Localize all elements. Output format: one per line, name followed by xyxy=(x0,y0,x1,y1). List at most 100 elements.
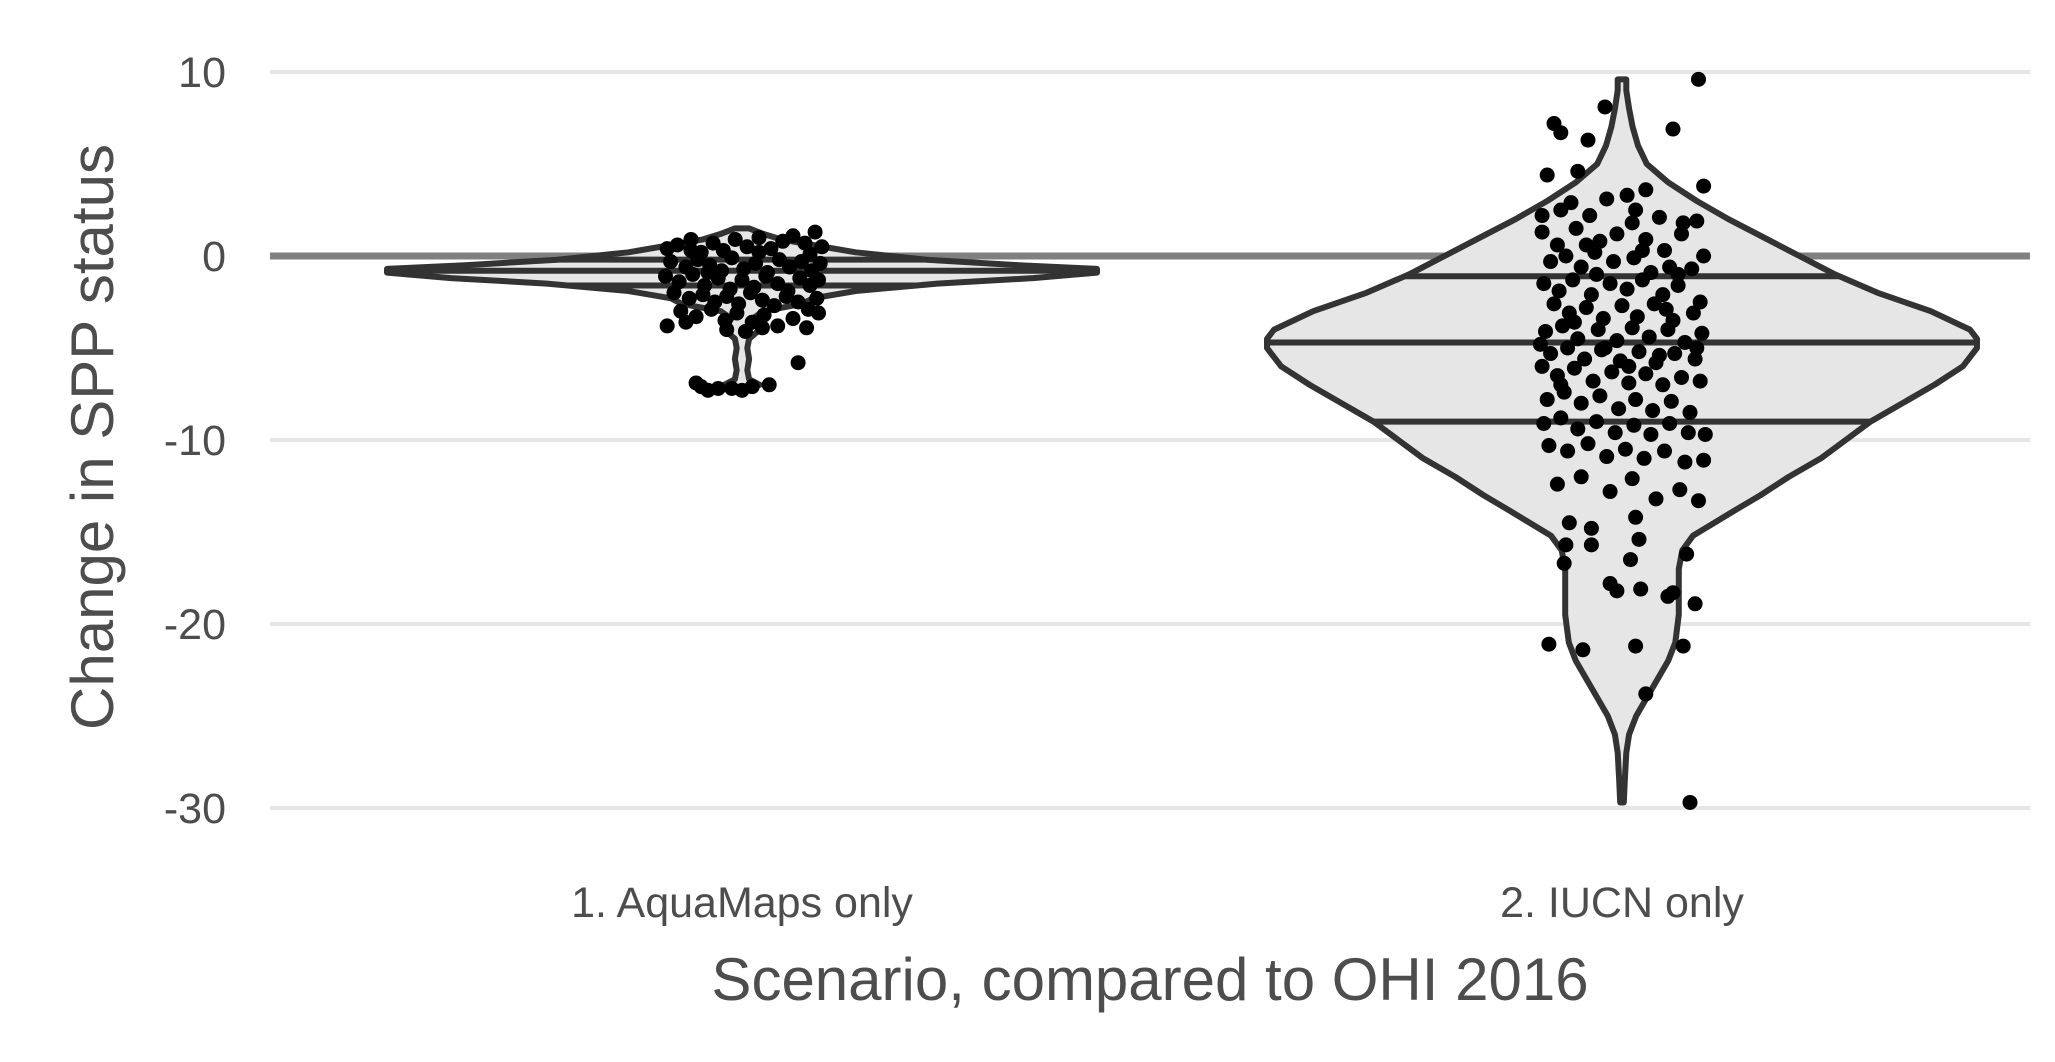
data-point xyxy=(1636,450,1652,466)
data-point xyxy=(758,268,774,284)
data-point xyxy=(739,239,755,255)
data-point xyxy=(1670,277,1686,293)
data-point xyxy=(1663,393,1679,409)
data-point xyxy=(700,265,716,281)
data-point xyxy=(1560,340,1576,356)
data-point xyxy=(719,322,735,338)
data-point xyxy=(1582,208,1598,224)
data-point xyxy=(1536,276,1552,292)
data-point xyxy=(1685,305,1701,321)
data-point xyxy=(1657,443,1672,459)
data-point xyxy=(1628,392,1644,408)
data-point xyxy=(1583,287,1599,303)
jitter-points xyxy=(658,71,1713,810)
data-point xyxy=(1648,491,1664,507)
data-point xyxy=(1556,555,1572,571)
data-point xyxy=(1609,583,1625,599)
data-point xyxy=(1680,425,1696,441)
data-point xyxy=(1662,415,1678,431)
data-point xyxy=(1692,373,1708,389)
data-point xyxy=(1597,340,1613,356)
data-point xyxy=(1580,436,1596,452)
data-point xyxy=(695,287,711,303)
data-point xyxy=(685,266,701,282)
data-point xyxy=(1607,425,1623,441)
data-point xyxy=(782,259,798,275)
data-point xyxy=(1674,226,1689,242)
data-point xyxy=(1677,454,1693,470)
data-point xyxy=(761,377,777,393)
data-point xyxy=(727,231,743,247)
data-point xyxy=(1583,537,1599,553)
data-point xyxy=(1674,369,1689,385)
data-point xyxy=(1541,636,1557,652)
data-point xyxy=(1578,237,1594,253)
data-point xyxy=(754,320,770,336)
data-point xyxy=(1585,373,1601,389)
data-point xyxy=(1597,99,1613,115)
data-point xyxy=(1658,301,1674,317)
data-point xyxy=(1657,242,1672,258)
data-point xyxy=(1609,333,1625,349)
y-tick-label: -30 xyxy=(164,785,226,833)
data-point xyxy=(1604,364,1620,380)
data-point xyxy=(1621,375,1637,391)
data-point xyxy=(1696,452,1712,468)
data-point xyxy=(1684,261,1700,277)
data-point xyxy=(1565,272,1581,288)
data-point xyxy=(1568,220,1584,236)
data-point xyxy=(1689,213,1705,229)
data-point xyxy=(766,298,782,314)
data-point xyxy=(736,261,752,277)
data-point xyxy=(1539,167,1555,183)
data-point xyxy=(1626,417,1642,433)
data-point xyxy=(719,288,735,304)
data-point xyxy=(1566,360,1582,376)
data-point xyxy=(1697,426,1713,442)
data-point xyxy=(751,230,767,246)
data-point xyxy=(1633,581,1649,597)
data-point xyxy=(1578,300,1594,316)
data-point xyxy=(1599,449,1615,465)
data-point xyxy=(1570,163,1586,179)
data-point xyxy=(1631,531,1647,547)
data-point xyxy=(1532,336,1548,352)
data-point xyxy=(688,375,704,391)
y-axis-title: Change in SPP status xyxy=(59,144,126,730)
data-point xyxy=(1602,276,1618,292)
data-point xyxy=(729,305,745,321)
data-point xyxy=(1643,426,1659,442)
data-point xyxy=(1655,377,1671,393)
data-point xyxy=(1651,347,1667,363)
data-point xyxy=(1589,414,1604,430)
data-point xyxy=(1634,242,1650,258)
data-point xyxy=(1534,224,1550,240)
data-point xyxy=(1675,638,1691,654)
data-point xyxy=(663,254,679,270)
y-tick-label: -20 xyxy=(164,601,226,649)
data-point xyxy=(1583,520,1599,536)
data-point xyxy=(1580,132,1596,148)
data-point xyxy=(1689,340,1705,356)
data-point xyxy=(1634,272,1650,288)
data-point xyxy=(1570,331,1586,347)
data-point xyxy=(1575,642,1591,658)
data-point xyxy=(1606,254,1621,270)
data-point xyxy=(1577,351,1593,367)
x-tick-label: 2. IUCN only xyxy=(1500,879,1744,927)
data-point xyxy=(1624,215,1640,231)
data-point xyxy=(807,224,823,240)
data-point xyxy=(1543,254,1559,270)
data-point xyxy=(1561,515,1577,531)
data-point xyxy=(703,301,719,317)
data-point xyxy=(1628,638,1644,654)
data-point xyxy=(756,307,772,323)
data-point xyxy=(743,285,758,301)
data-point xyxy=(1638,366,1654,382)
data-point xyxy=(1570,421,1586,437)
data-point xyxy=(1602,484,1618,500)
data-point xyxy=(734,272,750,288)
data-point xyxy=(1549,237,1565,253)
data-point xyxy=(1617,441,1633,457)
data-point xyxy=(1592,388,1608,404)
